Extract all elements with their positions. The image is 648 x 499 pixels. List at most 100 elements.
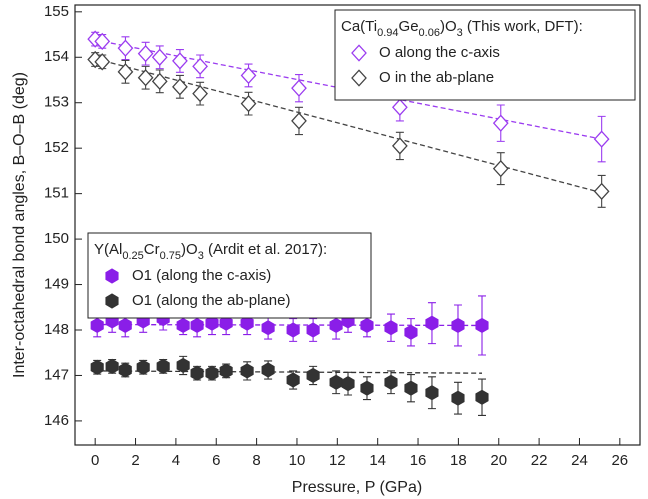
hexagon-marker [118,362,132,378]
y-tick-label: 148 [44,321,69,338]
diamond-marker [291,79,307,97]
x-tick-label: 16 [410,452,427,469]
diamond-marker [151,72,168,91]
hexagon-marker [240,315,254,331]
diamond-marker [351,44,367,62]
fit-line [95,370,483,374]
hexagon-marker [404,324,418,340]
hexagon-marker [105,293,119,309]
diamond-marker [391,98,408,116]
y-tick-label: 151 [44,185,69,202]
diamond-marker [593,130,610,148]
hexagon-marker [105,358,119,374]
hexagon-marker [90,359,104,375]
hexagon-marker [360,380,374,396]
hexagon-marker [329,317,343,334]
y-axis-label: Inter-octahedral bond angles, B–O–B (deg… [11,72,28,378]
legend-label: O in the ab-plane [379,69,494,86]
hexagon-marker [286,372,300,388]
hexagon-marker [205,315,219,331]
x-axis-label: Pressure, P (GPa) [292,479,422,496]
hexagon-marker [176,357,190,374]
hexagon-marker [118,317,132,334]
x-tick-label: 6 [212,452,220,469]
hexagon-marker [475,317,489,334]
diamond-marker [240,66,257,85]
y-tick-label: 146 [44,412,69,429]
x-tick-label: 2 [131,452,139,469]
x-tick-label: 0 [91,452,99,469]
x-tick-label: 8 [252,452,260,469]
diamond-marker [492,114,509,132]
diamond-marker [291,112,307,130]
plot-frame [74,4,641,446]
diamond-marker [94,53,111,71]
legend-label: O along the c-axis [379,44,500,61]
diamond-marker [172,52,188,70]
legend-box [87,232,372,319]
y-tick-label: 155 [44,3,69,20]
x-tick-label: 26 [611,452,628,469]
hexagon-marker [219,315,233,331]
legend-label: O1 (along the ab-plane) [132,292,290,309]
hexagon-marker [384,374,398,390]
legend-label: O1 (along the c-axis) [132,267,271,284]
hexagon-marker [286,322,300,338]
y-tick-label: 154 [44,48,69,65]
diamond-marker [593,182,610,201]
hexagon-marker [404,380,418,396]
hexagon-marker [451,390,465,406]
hexagon-marker [105,268,119,284]
hexagon-marker [475,389,489,405]
hexagon-marker [136,359,150,375]
x-tick-label: 4 [172,452,180,469]
hexagon-marker [329,374,343,390]
hexagon-marker [425,315,439,331]
y-tick-label: 149 [44,276,69,293]
legend-title: Y(Al0.25Cr0.75)O3 (Ardit et al. 2017): [94,241,327,262]
hexagon-marker [306,367,320,384]
hexagon-marker [341,376,355,392]
diamond-marker [151,48,168,66]
hexagon-marker [425,385,439,401]
hexagon-marker [205,365,219,381]
diamond-marker [351,69,367,87]
diamond-marker [492,159,509,178]
x-tick-label: 14 [369,452,386,469]
diamond-marker [391,137,408,155]
hexagon-marker [156,358,170,374]
diamond-marker [137,44,154,63]
x-tick-label: 10 [289,452,306,469]
y-tick-label: 147 [44,366,69,383]
hexagon-marker [176,317,190,334]
y-tick-label: 150 [44,230,69,247]
diamond-marker [117,39,134,57]
legend-title: Ca(Ti0.94Ge0.06)O3 (This work, DFT): [341,18,583,39]
x-tick-label: 20 [490,452,507,469]
hexagon-marker [190,317,204,334]
fit-line [95,323,483,327]
diamond-marker [172,78,188,96]
x-tick-label: 12 [329,452,346,469]
legend-box [334,9,636,101]
x-tick-label: 18 [450,452,467,469]
diamond-marker [192,84,208,103]
x-tick-label: 24 [571,452,588,469]
diamond-marker [137,69,154,87]
hexagon-marker [219,363,233,379]
hexagon-marker [190,365,204,381]
hexagon-marker [261,362,275,378]
hexagon-marker [451,317,465,334]
fit-line [95,58,602,194]
hexagon-marker [360,317,374,334]
diamond-marker [192,57,208,76]
x-tick-label: 22 [531,452,548,469]
hexagon-marker [306,322,320,338]
hexagon-marker [90,317,104,334]
diamond-marker [94,32,111,51]
diamond-marker [240,94,257,113]
hexagon-marker [240,363,254,379]
hexagon-marker [384,320,398,336]
y-tick-label: 153 [44,94,69,111]
